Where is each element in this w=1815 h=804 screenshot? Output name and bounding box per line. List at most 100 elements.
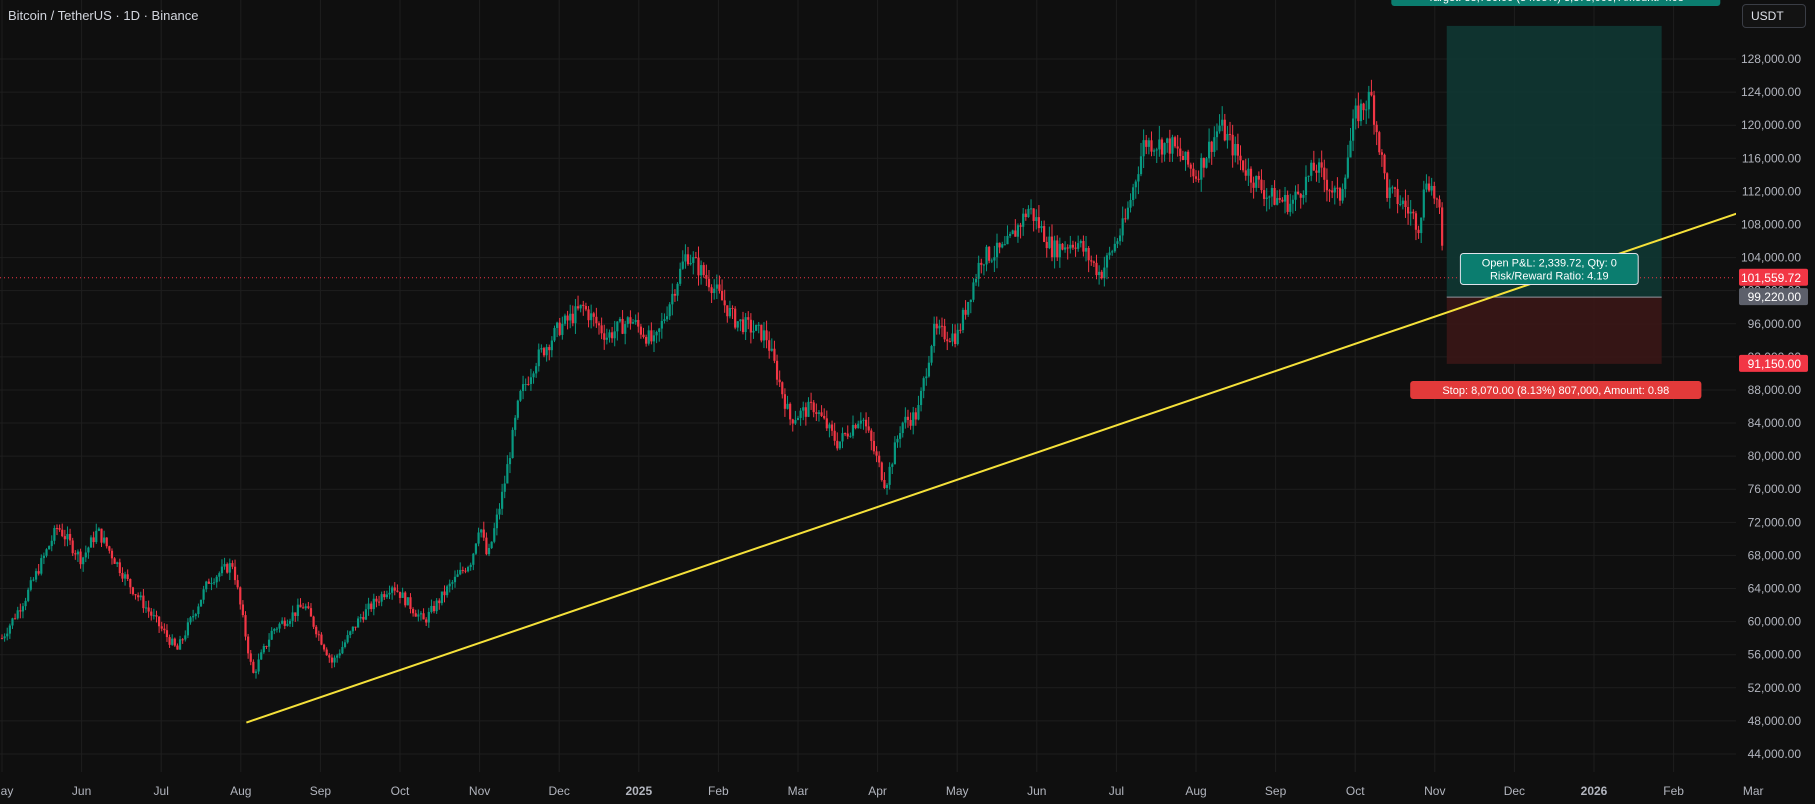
candle-body: [710, 287, 713, 294]
candle-body: [634, 319, 637, 323]
candle-body: [147, 607, 150, 612]
candle-body: [524, 383, 527, 385]
candle-body: [1063, 247, 1067, 250]
candle-body: [1166, 138, 1169, 143]
candle-body: [1362, 103, 1365, 111]
candle-body: [103, 537, 106, 543]
candle-body: [757, 324, 760, 326]
candle-body: [307, 606, 310, 609]
candle-body: [482, 529, 485, 538]
candle-body: [121, 573, 124, 579]
candle-body: [563, 315, 567, 324]
stop-label-text: Stop: 8,070.00 (8.13%) 807,000, Amount: …: [1442, 385, 1669, 397]
candle-body: [1242, 160, 1245, 171]
candle-body: [809, 401, 813, 403]
candle-body: [218, 573, 221, 577]
candle-body: [765, 330, 768, 341]
candle-body: [998, 242, 1001, 248]
candle-body: [1378, 132, 1381, 153]
candle-body: [1184, 151, 1187, 160]
candle-body: [1341, 189, 1344, 201]
candle-body: [364, 609, 368, 620]
candle-body: [833, 430, 836, 441]
candle-body: [906, 416, 910, 420]
candle-body: [943, 326, 946, 340]
candle-body: [1441, 207, 1444, 246]
stop-label[interactable]: Stop: 8,070.00 (8.13%) 807,000, Amount: …: [1410, 381, 1702, 399]
candle-body: [610, 332, 614, 339]
stop-zone[interactable]: [1446, 297, 1662, 364]
candle-body: [841, 433, 844, 442]
candle-body: [901, 422, 904, 434]
candle-body: [778, 379, 781, 383]
candle-body: [283, 620, 286, 626]
currency-selector[interactable]: USDT: [1742, 4, 1806, 28]
candle-body: [961, 309, 965, 331]
candle-body: [590, 313, 593, 321]
candle-body: [828, 424, 831, 429]
price-tick-label: 104,000.00: [1741, 251, 1801, 265]
target-label[interactable]: Target: 33,780.00 (34.05%) 3,378,000, Am…: [1391, 0, 1721, 6]
position-zones[interactable]: [1446, 25, 1662, 364]
candle-body: [63, 536, 66, 540]
candle-body: [1307, 175, 1310, 177]
candle-body: [592, 313, 595, 317]
candle-body: [1079, 240, 1082, 244]
candle-body: [899, 433, 902, 439]
time-tick-label: Jun: [1027, 784, 1046, 798]
candle-body: [215, 576, 218, 583]
candle-body: [747, 317, 750, 320]
time-axis[interactable]: May Jun Jul Aug Sep Oct Nov Dec 2025 Feb Mar Apr May…: [0, 784, 1764, 798]
candle-body: [1297, 191, 1300, 194]
candle-body: [1247, 168, 1250, 176]
candle-body: [1168, 138, 1171, 154]
candle-body: [349, 631, 352, 636]
candle-body: [773, 348, 776, 361]
candle-body: [519, 391, 522, 401]
candle-body: [872, 440, 876, 452]
candle-body: [1181, 156, 1185, 160]
candle-body: [1192, 168, 1195, 177]
candle-body: [53, 528, 56, 541]
price-tick-label: 68,000.00: [1748, 548, 1802, 562]
candle-body: [521, 384, 525, 392]
candle-body: [427, 611, 430, 623]
candle-body: [802, 407, 805, 411]
candle-body: [11, 618, 14, 626]
price-axis[interactable]: 44,000.00 48,000.00 52,000.00 56,000.00 60,0…: [1736, 0, 1815, 804]
time-tick-label: Apr: [868, 784, 887, 798]
candle-body: [304, 606, 307, 609]
candle-body: [186, 622, 190, 636]
candle-body: [770, 348, 773, 351]
candle-body: [1433, 185, 1436, 199]
time-tick-label: Feb: [1663, 784, 1684, 798]
candle-body: [357, 618, 360, 628]
time-tick-label: Mar: [1743, 784, 1764, 798]
candle-body: [1215, 131, 1219, 138]
price-tick-label: 88,000.00: [1748, 383, 1802, 397]
candle-body: [89, 537, 93, 548]
symbol-title[interactable]: Bitcoin / TetherUS · 1D · Binance: [8, 8, 199, 23]
candle-body: [435, 600, 438, 612]
candle-body: [3, 636, 6, 639]
time-tick-label: Jul: [1109, 784, 1124, 798]
price-tick-label: 52,000.00: [1748, 681, 1802, 695]
candle-body: [956, 329, 959, 345]
candle-body: [707, 278, 711, 288]
candle-body: [150, 611, 153, 616]
candle-body: [55, 528, 59, 530]
trendline[interactable]: [246, 206, 1754, 724]
candle-body: [665, 316, 669, 320]
candle-body: [1095, 262, 1098, 276]
candle-body: [582, 304, 585, 307]
candle-body: [728, 307, 732, 317]
time-tick-label: Dec: [549, 784, 570, 798]
candle-body: [799, 410, 802, 418]
candle-body: [330, 657, 334, 663]
candle-body: [532, 373, 535, 378]
candle-body: [1234, 144, 1237, 156]
time-tick-label: 2025: [625, 784, 652, 798]
candle-body: [40, 558, 43, 574]
